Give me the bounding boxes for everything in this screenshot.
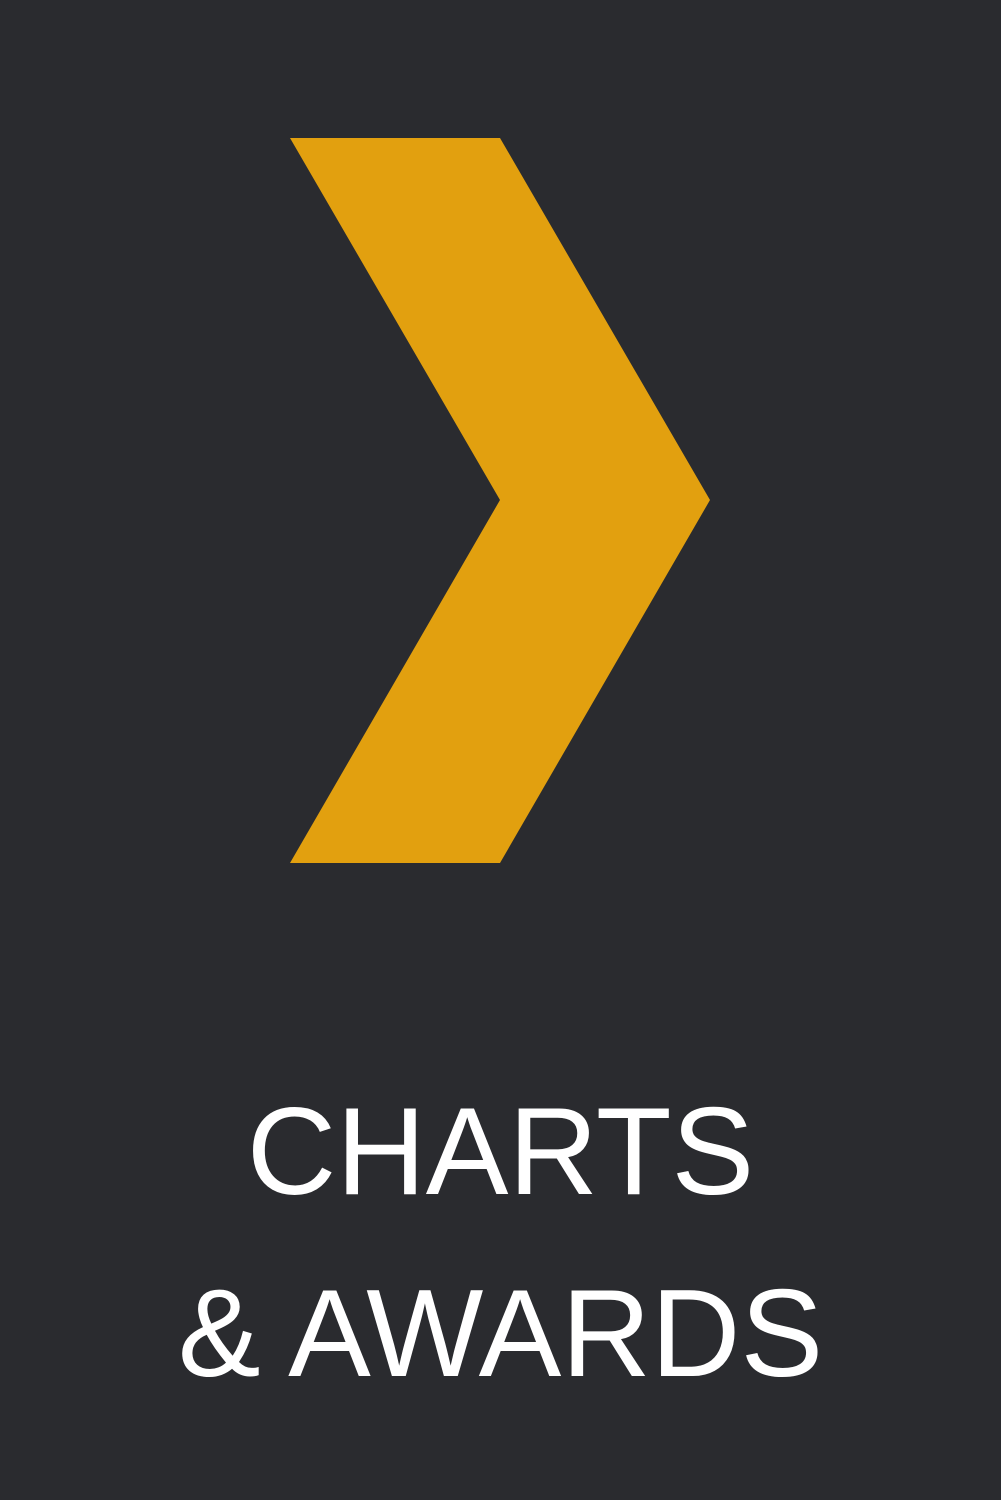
caption-line-1: CHARTS: [246, 1083, 755, 1221]
caption-line-2: & AWARDS: [177, 1265, 824, 1403]
